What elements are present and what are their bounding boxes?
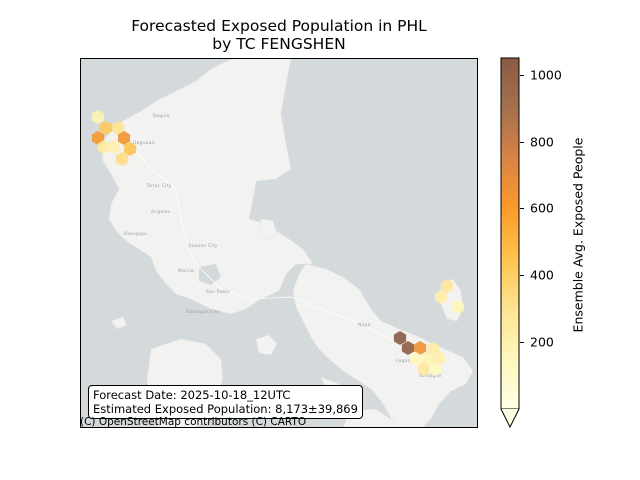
map-svg: Dagupan Baguio Tarlac City Angeles Olong… [81, 59, 477, 427]
colorbar-gradient [500, 57, 520, 410]
exposure-hex-layer [91, 110, 465, 376]
colorbar-tick-label: 200 [530, 334, 554, 350]
colorbar-tick-label: 600 [530, 200, 554, 216]
forecast-info-box: Forecast Date: 2025-10-18_12UTC Estimate… [88, 385, 363, 419]
exposure-hexagon [111, 121, 125, 135]
exposure-hexagon [417, 362, 431, 376]
marinduque-island [255, 334, 278, 356]
colorbar-tick-mark [520, 208, 524, 210]
map-attribution: (C) OpenStreetMap contributors (C) CARTO [80, 416, 307, 428]
chart-title: Forecasted Exposed Population in PHL by … [80, 17, 478, 53]
place-label-sorsogon: Sorsogon [419, 373, 442, 379]
colorbar [500, 57, 520, 429]
place-label-olongapo: Olongapo [124, 231, 147, 237]
map-panel[interactable]: Dagupan Baguio Tarlac City Angeles Olong… [80, 58, 478, 428]
colorbar-tick-label: 1000 [530, 67, 562, 83]
colorbar-tick-label: 800 [530, 134, 554, 150]
polillo-island [258, 218, 278, 242]
place-label-baguio: Baguio [153, 113, 170, 119]
place-label-naga: Naga [358, 322, 371, 328]
exposure-hexagon [401, 341, 415, 355]
place-label-tarlac: Tarlac City [145, 183, 172, 189]
place-label-legazpi: Legazpi [396, 358, 415, 364]
colorbar-tick-label: 400 [530, 267, 554, 283]
laguna-lake [199, 264, 221, 285]
colorbar-tick-mark [520, 275, 524, 277]
exposure-hexagon [426, 342, 440, 356]
title-line-2: by TC FENGSHEN [212, 35, 346, 53]
exposure-hexagon [99, 121, 113, 135]
place-label-batangas: Batangas City [186, 309, 220, 315]
place-label-angeles: Angeles [151, 209, 171, 215]
exposure-hexagon [413, 341, 427, 355]
place-label-quezon-city: Quezon City [188, 243, 218, 249]
colorbar-extend-triangle [500, 408, 520, 429]
colorbar-tick-mark [520, 141, 524, 143]
exposure-hexagon [117, 131, 131, 145]
exposed-population: Estimated Exposed Population: 8,173±39,8… [93, 402, 358, 416]
place-labels: Dagupan Baguio Tarlac City Angeles Olong… [124, 113, 442, 379]
colorbar-tick-mark [520, 342, 524, 344]
exposure-hexagon [409, 352, 423, 366]
colorbar-label: Ensemble Avg. Exposed People [570, 137, 586, 333]
forecast-date: Forecast Date: 2025-10-18_12UTC [93, 388, 291, 402]
exposure-hexagon [428, 362, 442, 376]
exposure-hexagon [440, 279, 454, 293]
exposure-hexagon [107, 140, 121, 154]
exposure-hexagon [432, 351, 446, 365]
place-label-manila: Manila [178, 268, 194, 274]
exposure-hexagon [115, 152, 129, 166]
title-line-1: Forecasted Exposed Population in PHL [131, 17, 427, 35]
exposure-hexagon [393, 331, 407, 345]
exposure-hexagon [97, 140, 111, 154]
exposure-hexagon [91, 110, 105, 124]
place-label-dagupan: Dagupan [133, 140, 155, 146]
place-label-san-pablo: San Pablo [206, 289, 230, 295]
exposure-hexagon [123, 142, 137, 156]
bicol-landmass [292, 263, 474, 427]
colorbar-tick-mark [520, 74, 524, 76]
lubang-island [110, 316, 128, 330]
exposure-hexagon [451, 300, 465, 314]
exposure-hexagon [434, 290, 448, 304]
exposure-hexagon [421, 352, 435, 366]
exposure-hexagon [91, 131, 105, 145]
